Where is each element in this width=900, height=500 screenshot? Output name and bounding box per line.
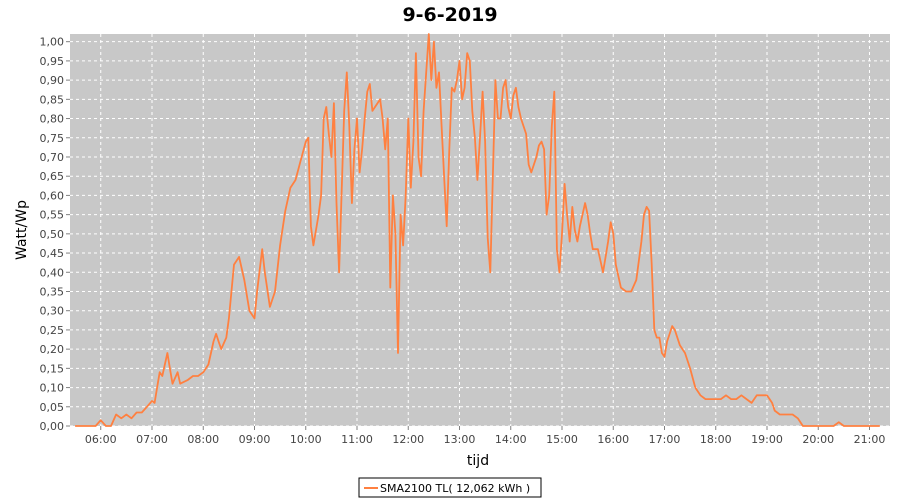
x-tick-label: 18:00 [700,433,732,446]
legend: SMA2100 TL( 12,062 kWh ) [358,477,542,498]
x-tick-label: 17:00 [649,433,681,446]
y-tick-label: 0,50 [40,228,65,241]
x-tick-label: 13:00 [444,433,476,446]
legend-label: SMA2100 TL( 12,062 kWh ) [380,482,530,495]
y-tick-label: 1,00 [40,36,65,49]
y-tick-label: 0,80 [40,113,65,126]
y-tick-label: 0,85 [40,93,65,106]
y-tick-label: 0,65 [40,170,65,183]
plot-area [70,34,890,426]
legend-box [358,477,542,498]
x-tick-label: 09:00 [239,433,271,446]
x-tick-label: 14:00 [495,433,527,446]
x-tick-label: 08:00 [187,433,219,446]
y-tick-label: 0,00 [40,420,65,433]
y-tick-label: 0,55 [40,209,65,222]
x-tick-label: 19:00 [751,433,783,446]
y-tick-label: 0,70 [40,151,65,164]
y-tick-label: 0,35 [40,285,65,298]
x-tick-label: 07:00 [136,433,168,446]
x-tick-label: 20:00 [802,433,834,446]
x-tick-label: 10:00 [290,433,322,446]
x-tick-label: 15:00 [546,433,578,446]
x-tick-label: 11:00 [341,433,373,446]
y-tick-label: 0,90 [40,74,65,87]
y-tick-label: 0,25 [40,324,65,337]
y-tick-label: 0,05 [40,401,65,414]
y-tick-label: 0,45 [40,247,65,260]
y-tick-label: 0,20 [40,343,65,356]
y-tick-label: 0,40 [40,266,65,279]
y-tick-label: 0,15 [40,362,65,375]
chart-title: 9-6-2019 [402,4,497,26]
y-tick-label: 0,10 [40,382,65,395]
x-axis: 06:00 07:00 08:00 09:00 10:00 11:00 12:00 13:00… [85,426,885,446]
y-tick-label: 0,30 [40,305,65,318]
x-axis-label: tijd [467,453,489,469]
x-tick-label: 12:00 [392,433,424,446]
y-tick-label: 0,95 [40,55,65,68]
x-tick-label: 06:00 [85,433,117,446]
y-tick-label: 0,60 [40,189,65,202]
y-axis-label: Watt/Wp [14,200,30,260]
y-tick-label: 0,75 [40,132,65,145]
y-axis: 0,00 0,05 0,10 0,15 0,20 0,25 0,30 0,35 0,40 0,45… [40,36,70,433]
series-line-sma2100 [75,33,880,427]
x-tick-label: 21:00 [854,433,886,446]
x-tick-label: 16:00 [597,433,629,446]
